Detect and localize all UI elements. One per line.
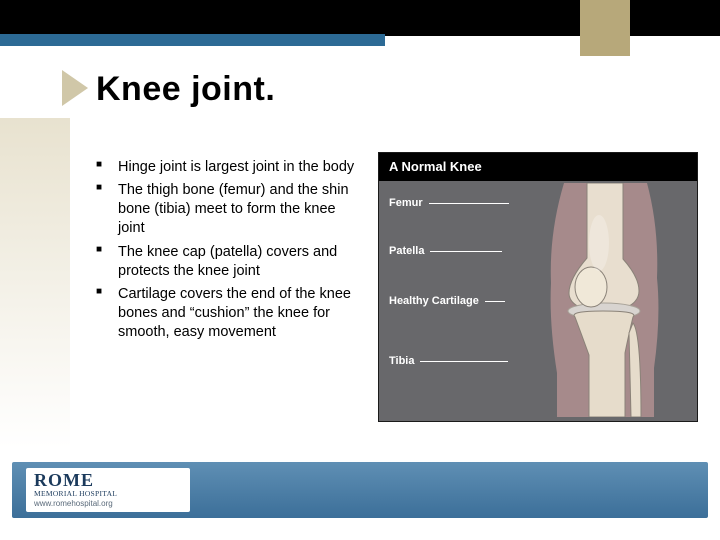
highlight	[589, 215, 609, 271]
logo-sub-text: MEMORIAL HOSPITAL	[34, 489, 182, 498]
patella-shape	[575, 267, 607, 307]
label-text: Femur	[389, 197, 423, 209]
label-leader-line	[430, 251, 502, 252]
label-femur: Femur	[389, 197, 509, 209]
title-arrow-icon	[62, 70, 88, 106]
knee-illustration-svg	[509, 183, 689, 417]
label-leader-line	[485, 301, 505, 302]
logo-url: www.romehospital.org	[34, 499, 182, 508]
figure-title: A Normal Knee	[379, 153, 697, 181]
bullet-item: The thigh bone (femur) and the shin bone…	[96, 181, 356, 238]
bullet-list: Hinge joint is largest joint in the body…	[96, 158, 356, 346]
label-tibia: Tibia	[389, 355, 508, 367]
footer-bar: ROME MEMORIAL HOSPITAL www.romehospital.…	[12, 462, 708, 518]
bullet-item: Cartilage covers the end of the knee bon…	[96, 285, 356, 342]
label-leader-line	[429, 203, 509, 204]
knee-anatomy-figure: A Normal Knee Femur Patella Healthy Cart…	[378, 152, 698, 422]
bullet-item: Hinge joint is largest joint in the body	[96, 158, 356, 177]
label-cartilage: Healthy Cartilage	[389, 295, 505, 307]
label-text: Patella	[389, 245, 424, 257]
header-tan-block	[580, 0, 630, 56]
footer-logo: ROME MEMORIAL HOSPITAL www.romehospital.…	[26, 468, 190, 512]
logo-main-text: ROME	[34, 472, 182, 489]
bullet-item: The knee cap (patella) covers and protec…	[96, 243, 356, 281]
slide-header-decor	[0, 0, 720, 56]
label-text: Tibia	[389, 355, 414, 367]
label-patella: Patella	[389, 245, 502, 257]
left-gradient-strip	[0, 118, 70, 448]
label-leader-line	[420, 361, 508, 362]
label-text: Healthy Cartilage	[389, 295, 479, 307]
slide-title: Knee joint.	[96, 70, 275, 109]
header-blue-bar	[0, 34, 385, 46]
